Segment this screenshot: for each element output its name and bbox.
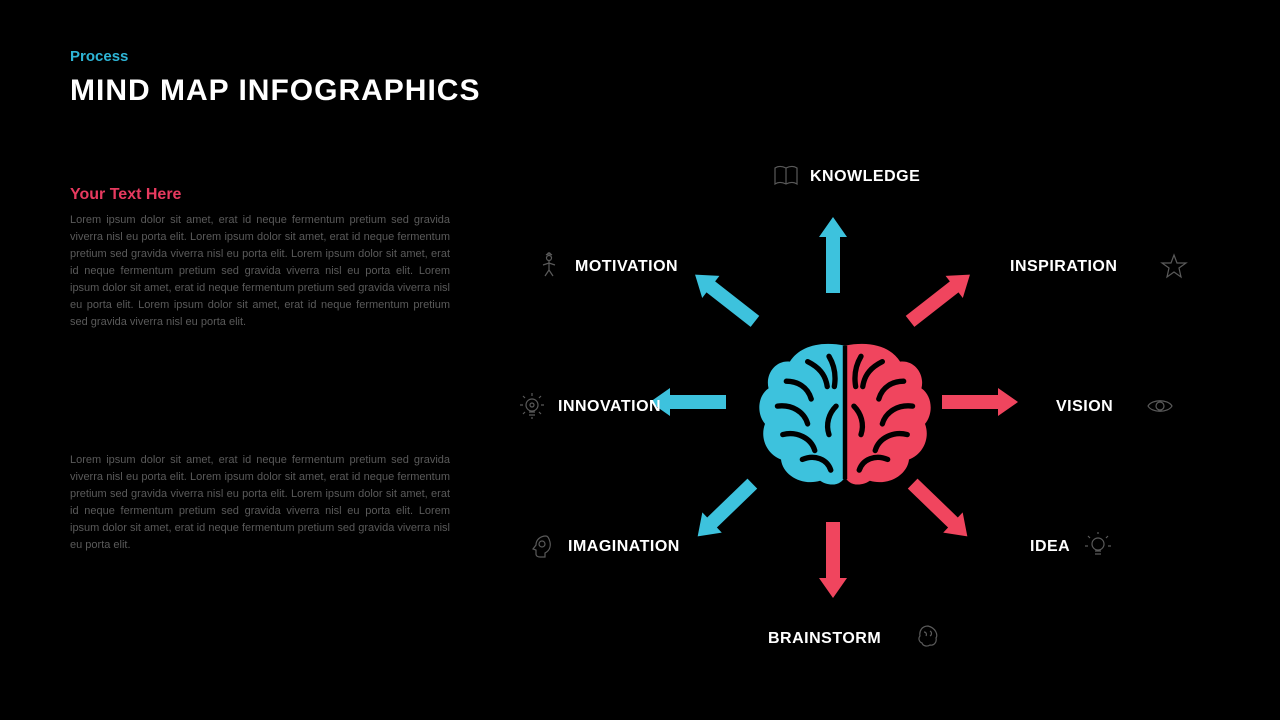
node-label-idea: IDEA	[1030, 538, 1070, 556]
arrow-idea	[888, 458, 992, 562]
person-icon	[535, 252, 563, 280]
mindmap-diagram: KNOWLEDGE INSPIRATION VISION IDEA BRAINSTORM…	[500, 140, 1230, 680]
arrow-vision	[928, 350, 1032, 454]
eyebrow-text: Process	[70, 48, 128, 65]
star-icon	[1160, 252, 1188, 280]
node-label-brainstorm: BRAINSTORM	[768, 630, 881, 648]
body-paragraph-1: Lorem ipsum dolor sit amet, erat id nequ…	[70, 212, 450, 331]
node-label-inspiration: INSPIRATION	[1010, 258, 1117, 276]
bulb-icon	[1084, 532, 1112, 560]
node-label-imagination: IMAGINATION	[568, 538, 680, 556]
body-paragraph-2: Lorem ipsum dolor sit amet, erat id nequ…	[70, 452, 450, 554]
brainbulb-icon	[914, 622, 942, 650]
arrow-imagination	[673, 458, 777, 562]
page-title: MIND MAP INFOGRAPHICS	[70, 74, 480, 108]
arrow-knowledge	[781, 203, 885, 307]
subhead-text: Your Text Here	[70, 186, 181, 204]
gearbulb-icon	[518, 392, 546, 420]
arrow-brainstorm	[781, 508, 885, 612]
arrow-motivation	[673, 246, 777, 350]
head-icon	[528, 532, 556, 560]
node-label-motivation: MOTIVATION	[575, 258, 678, 276]
node-label-innovation: INNOVATION	[558, 398, 661, 416]
node-label-knowledge: KNOWLEDGE	[810, 168, 920, 186]
node-label-vision: VISION	[1056, 398, 1113, 416]
book-icon	[772, 162, 800, 190]
eye-icon	[1146, 392, 1174, 420]
arrow-inspiration	[888, 246, 992, 350]
